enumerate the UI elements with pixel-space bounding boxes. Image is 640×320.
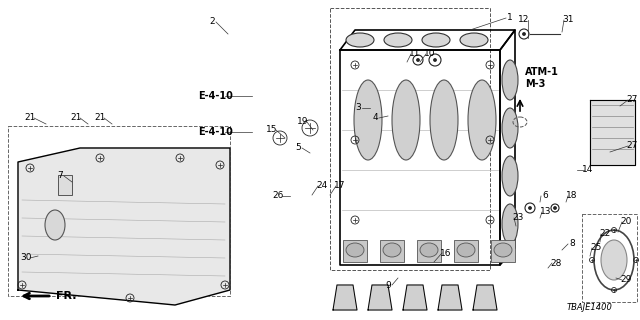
Text: 5: 5 <box>295 143 301 153</box>
Text: ATM-1: ATM-1 <box>525 67 559 77</box>
Text: 24: 24 <box>316 181 328 190</box>
Polygon shape <box>473 285 497 310</box>
Circle shape <box>529 207 531 209</box>
Text: 11: 11 <box>409 50 420 59</box>
Text: 15: 15 <box>266 125 278 134</box>
Text: 25: 25 <box>590 244 602 252</box>
Ellipse shape <box>430 80 458 160</box>
Polygon shape <box>590 100 635 165</box>
Polygon shape <box>438 285 462 310</box>
Ellipse shape <box>494 243 512 257</box>
Text: 23: 23 <box>512 213 524 222</box>
Ellipse shape <box>502 156 518 196</box>
Ellipse shape <box>45 210 65 240</box>
Ellipse shape <box>346 243 364 257</box>
Text: 10: 10 <box>424 50 436 59</box>
Text: 7: 7 <box>57 172 63 180</box>
Ellipse shape <box>468 80 496 160</box>
Polygon shape <box>18 148 230 305</box>
Text: 20: 20 <box>620 218 632 227</box>
Ellipse shape <box>502 204 518 244</box>
Ellipse shape <box>502 108 518 148</box>
Text: 19: 19 <box>297 117 308 126</box>
Bar <box>8 126 230 296</box>
Text: 18: 18 <box>566 191 578 201</box>
Ellipse shape <box>354 80 382 160</box>
Text: 14: 14 <box>582 165 594 174</box>
Text: 21: 21 <box>94 114 106 123</box>
Text: 17: 17 <box>334 181 346 190</box>
Text: 3: 3 <box>355 103 361 113</box>
Text: 27: 27 <box>627 95 637 105</box>
Ellipse shape <box>392 80 420 160</box>
Text: 29: 29 <box>620 276 632 284</box>
Text: 13: 13 <box>540 207 552 217</box>
Bar <box>343 240 367 262</box>
Ellipse shape <box>384 33 412 47</box>
Text: 27: 27 <box>627 141 637 150</box>
Text: 22: 22 <box>600 229 611 238</box>
Polygon shape <box>333 285 357 310</box>
Text: 6: 6 <box>542 191 548 201</box>
Text: 1: 1 <box>507 13 513 22</box>
Bar <box>491 240 515 262</box>
Ellipse shape <box>460 33 488 47</box>
Circle shape <box>554 207 556 209</box>
Text: 9: 9 <box>385 281 391 290</box>
Polygon shape <box>403 285 427 310</box>
Circle shape <box>417 59 419 61</box>
Text: 16: 16 <box>440 249 452 258</box>
Ellipse shape <box>420 243 438 257</box>
Text: TBAJE1400: TBAJE1400 <box>567 303 613 313</box>
Text: 30: 30 <box>20 253 32 262</box>
Bar <box>454 240 478 262</box>
Bar <box>330 8 490 270</box>
Text: 26: 26 <box>272 191 284 201</box>
Text: 28: 28 <box>550 259 562 268</box>
Circle shape <box>434 59 436 61</box>
Text: 8: 8 <box>569 239 575 249</box>
Ellipse shape <box>502 60 518 100</box>
Text: 31: 31 <box>563 15 573 25</box>
Ellipse shape <box>601 240 627 280</box>
Ellipse shape <box>383 243 401 257</box>
Bar <box>582 214 637 302</box>
Bar <box>417 240 441 262</box>
Text: 12: 12 <box>518 15 530 25</box>
Bar <box>380 240 404 262</box>
Text: M-3: M-3 <box>525 79 545 89</box>
Ellipse shape <box>346 33 374 47</box>
Circle shape <box>523 33 525 35</box>
Text: E-4-10: E-4-10 <box>198 91 233 101</box>
Polygon shape <box>368 285 392 310</box>
Ellipse shape <box>457 243 475 257</box>
Text: 4: 4 <box>372 114 378 123</box>
Text: 21: 21 <box>70 114 82 123</box>
Ellipse shape <box>422 33 450 47</box>
Text: 2: 2 <box>209 18 215 27</box>
Text: FR.: FR. <box>56 291 77 301</box>
Text: E-4-10: E-4-10 <box>198 127 233 137</box>
Bar <box>58 175 72 195</box>
Text: 21: 21 <box>24 114 36 123</box>
